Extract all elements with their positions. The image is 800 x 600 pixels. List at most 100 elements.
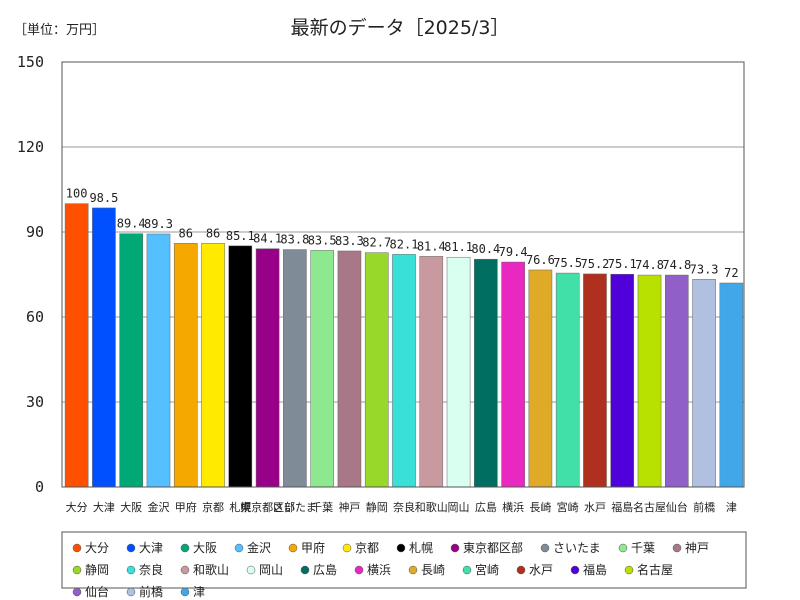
legend-swatch: [672, 543, 682, 553]
x-tick-label: 札幌: [229, 500, 251, 514]
value-label: 85.1: [226, 229, 255, 243]
value-label: 89.4: [117, 217, 146, 231]
x-tick-label: 千葉: [311, 500, 333, 514]
x-tick-label: 奈良: [393, 500, 415, 514]
legend-entry: 奈良: [139, 562, 163, 577]
value-label: 74.8: [635, 258, 664, 272]
legend-entry: 大阪: [193, 541, 217, 555]
bar: [146, 233, 171, 488]
legend-swatch: [570, 565, 580, 575]
legend-entry: 東京都区部: [463, 540, 523, 555]
value-label: 76.6: [526, 253, 555, 267]
bar: [64, 203, 89, 488]
legend-entry: 金沢: [247, 540, 271, 555]
legend-entry: 岡山: [259, 563, 283, 577]
legend-swatch: [618, 543, 628, 553]
bar: [637, 274, 662, 488]
unit-label: ［単位：万円］: [14, 22, 105, 38]
x-tick-label: 大阪: [120, 500, 142, 514]
legend-entry: 仙台: [85, 584, 109, 599]
x-tick-label: 神戸: [338, 500, 360, 514]
y-tick-label: 0: [35, 478, 44, 496]
legend-entry: 水戸: [529, 563, 553, 577]
legend-swatch: [354, 565, 364, 575]
bar: [446, 256, 471, 488]
legend-swatch: [126, 587, 136, 597]
x-tick-label: 前橋: [693, 500, 715, 514]
value-label: 89.3: [144, 217, 173, 231]
x-tick-label: 東京都区部: [240, 500, 295, 514]
y-tick-label: 60: [26, 308, 44, 326]
value-label: 73.3: [690, 262, 719, 276]
bar: [392, 254, 416, 488]
legend-swatch: [450, 543, 460, 553]
bar: [364, 252, 389, 488]
value-label: 72: [724, 266, 738, 280]
x-tick-label: 水戸: [584, 501, 606, 514]
bar: [692, 279, 716, 488]
legend-entry: 札幌: [409, 540, 433, 555]
value-label: 82.1: [390, 237, 419, 251]
bar: [228, 245, 253, 488]
x-tick-label: さいたま: [273, 501, 317, 514]
legend-swatch: [396, 543, 406, 553]
x-tick-label: 大津: [93, 500, 115, 514]
x-tick-label: 金沢: [147, 500, 169, 514]
legend-entry: さいたま: [553, 541, 601, 555]
value-label: 81.4: [417, 239, 446, 253]
x-tick-label: 長崎: [529, 500, 551, 514]
bar: [474, 258, 498, 488]
legend-swatch: [72, 543, 82, 553]
legend-swatch: [408, 565, 418, 575]
x-tick-label: 名古屋: [633, 500, 666, 514]
value-label: 86: [179, 226, 193, 240]
bar-series: [64, 203, 744, 488]
legend-swatch: [234, 543, 244, 553]
bar: [310, 250, 334, 488]
value-label: 83.5: [308, 233, 337, 247]
bar: [528, 269, 553, 488]
legend-swatch: [246, 565, 256, 575]
bar: [201, 243, 225, 488]
value-label: 75.2: [581, 257, 610, 271]
x-tick-label: 津: [726, 501, 737, 514]
legend-entry: 静岡: [85, 563, 109, 577]
value-label: 83.3: [335, 234, 364, 248]
value-labels: 100 98.589.489.386 86 85.184.183.883.583.38…: [66, 187, 739, 280]
bar: [555, 272, 580, 488]
legend-entry: 和歌山: [193, 562, 229, 577]
legend-entry: 神戸: [685, 541, 709, 555]
legend-entry: 宮崎: [475, 562, 499, 577]
legend-entry: 京都: [355, 541, 379, 555]
x-tick-label: 広島: [475, 500, 497, 514]
value-label: 74.8: [662, 258, 691, 272]
x-tick-label: 宮崎: [557, 500, 579, 514]
legend-entry: 津: [193, 585, 205, 599]
value-label: 75.5: [553, 256, 582, 270]
legend-swatch: [72, 565, 82, 575]
y-axis: 0 30 60 90 120 150: [17, 53, 44, 496]
legend-swatch: [516, 565, 526, 575]
bar: [283, 249, 307, 488]
bar: [583, 273, 607, 488]
legend-entry: 長崎: [421, 563, 445, 577]
x-tick-label: 仙台: [666, 500, 688, 514]
bar: [92, 207, 116, 488]
legend-entry: 大津: [139, 541, 163, 555]
legend-swatch: [126, 565, 136, 575]
bar: [719, 282, 744, 488]
x-tick-label: 横浜: [502, 500, 524, 514]
x-tick-label: 京都: [202, 500, 224, 514]
bar: [419, 256, 444, 488]
legend-swatch: [342, 543, 352, 553]
value-label: 80.4: [471, 242, 500, 256]
bar: [255, 248, 280, 488]
x-tick-label: 大分: [66, 500, 88, 514]
value-label: 100: [66, 187, 88, 201]
value-label: 98.5: [89, 191, 118, 205]
legend-swatch: [624, 565, 634, 575]
legend-entry: 前橋: [139, 584, 163, 599]
legend-swatch: [300, 565, 310, 575]
